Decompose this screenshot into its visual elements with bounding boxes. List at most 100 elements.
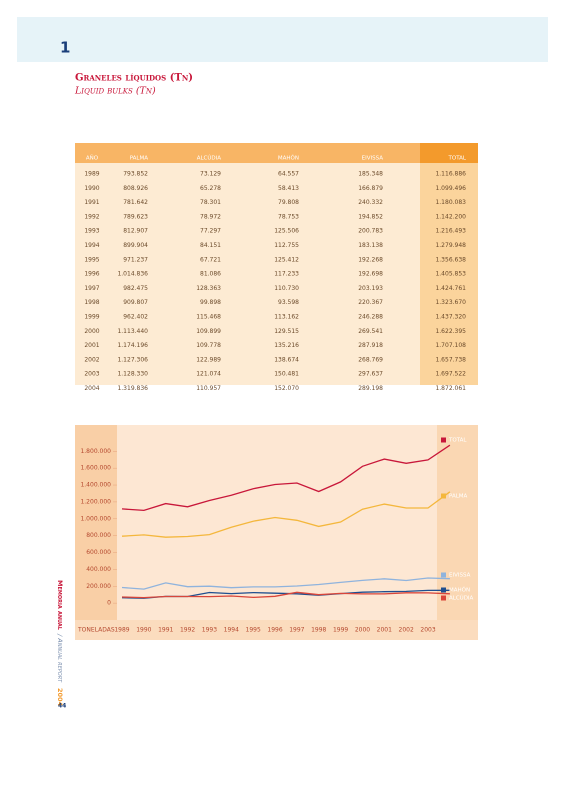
table-cell: 1.279.948 — [435, 242, 466, 249]
sidebar-memoria: Memoria anual — [56, 580, 64, 631]
table-header-bg — [75, 143, 478, 163]
table-cell: 183.138 — [358, 242, 383, 249]
x-tick-label: 2000 — [355, 627, 370, 634]
legend-label: MAHÓN — [449, 587, 470, 594]
table-cell: 269.541 — [358, 328, 383, 335]
table-cell: 1.142.200 — [435, 213, 466, 220]
table-cell: 287.918 — [358, 342, 383, 349]
table-cell: 166.879 — [358, 185, 383, 192]
table-cell: 1.174.196 — [117, 342, 148, 349]
table-cell: 112.755 — [274, 242, 299, 249]
x-tick-label: 1993 — [202, 627, 217, 634]
table-cell: 1.319.836 — [117, 385, 148, 392]
table-cell: 297.637 — [358, 371, 383, 378]
table-cell: 64.557 — [278, 171, 299, 178]
table-cell: 1.099.496 — [435, 185, 466, 192]
series-line — [121, 591, 450, 599]
table-cell: 1.405.853 — [435, 271, 466, 278]
table-cell: 128.363 — [196, 285, 221, 292]
table-cell: 125.412 — [274, 256, 299, 263]
x-tick-label: 1994 — [224, 627, 239, 634]
table-cell: 1.128.330 — [117, 371, 148, 378]
x-tick-label: 1990 — [136, 627, 151, 634]
table-cell: 58.413 — [278, 185, 299, 192]
x-tick-label: 2003 — [420, 627, 435, 634]
table-cell: 109.899 — [196, 328, 221, 335]
sidebar-year: 2004 — [56, 688, 64, 707]
table-header-cell: AÑO — [86, 155, 99, 162]
x-tick-label: 1999 — [333, 627, 348, 634]
legend-label: EIVISSA — [449, 573, 471, 579]
table-cell: 121.074 — [196, 371, 221, 378]
table-cell: 1990 — [84, 185, 99, 192]
subtitle: Liquid bulks (Tn) — [74, 86, 156, 97]
table-cell: 1.707.108 — [435, 342, 466, 349]
table-cell: 812.907 — [123, 228, 148, 235]
table-cell: 192.268 — [358, 256, 383, 263]
legend-label: TOTAL — [448, 438, 467, 444]
table-cell: 81.086 — [200, 271, 221, 278]
table-cell: 1989 — [84, 171, 99, 178]
table-cell: 268.769 — [358, 356, 383, 363]
table-header-cell: ALCÚDIA — [197, 155, 222, 162]
x-tick-label: 2002 — [399, 627, 414, 634]
table-header-cell: EIVISSA — [362, 156, 384, 162]
y-tick-label: 1.600.000 — [80, 465, 111, 472]
sidebar: Memoria anual / Annual report 2004 — [56, 580, 64, 707]
x-tick-label: 1992 — [180, 627, 195, 634]
table-cell: 65.278 — [200, 185, 221, 192]
x-tick-label: 1998 — [311, 627, 326, 634]
table-cell: 793.852 — [123, 171, 148, 178]
table-cell: 122.989 — [196, 356, 221, 363]
y-tick-label: 1.400.000 — [80, 482, 111, 489]
table-cell: 110.957 — [196, 385, 221, 392]
series-line — [121, 491, 451, 538]
x-tick-label: 1997 — [289, 627, 304, 634]
table-cell: 73.129 — [200, 171, 221, 178]
table-cell: 77.297 — [200, 228, 221, 235]
table-cell: 289.198 — [358, 385, 383, 392]
table-cell: 1.014.836 — [117, 271, 148, 278]
table-header-cell: TOTAL — [448, 156, 467, 162]
table-cell: 246.288 — [358, 314, 383, 321]
table: AÑO PALMA ALCÚDIA MAHÓN EIVISSA TOTAL 1989 793.… — [84, 155, 467, 393]
y-axis-strip — [75, 425, 117, 620]
table-cell: 2003 — [84, 371, 99, 378]
table-header-cell: MAHÓN — [278, 155, 299, 162]
total-column-bg — [420, 143, 478, 385]
table-cell: 99.898 — [200, 299, 221, 306]
table-cell: 113.162 — [274, 314, 299, 321]
table-cell: 1994 — [84, 242, 99, 249]
legend-label: PALMA — [449, 494, 468, 500]
table-cell: 1.424.761 — [435, 285, 466, 292]
table-cell: 78.972 — [200, 213, 221, 220]
x-tick-label: 1991 — [158, 627, 173, 634]
table-cell: 1.116.886 — [435, 171, 466, 178]
table-cell: 240.332 — [358, 199, 383, 206]
table-cell: 1996 — [84, 271, 99, 278]
table-cell: 200.783 — [358, 228, 383, 235]
table-cell: 125.506 — [274, 228, 299, 235]
table-cell: 1.127.306 — [117, 356, 148, 363]
table-cell: 1991 — [84, 199, 99, 206]
table-cell: 2002 — [84, 356, 99, 363]
table-cell: 79.808 — [278, 199, 299, 206]
y-tick-label: 1.000.000 — [80, 515, 111, 522]
table-cell: 1.657.738 — [435, 356, 466, 363]
table-cell: 1.622.395 — [435, 328, 466, 335]
table-header-cell: PALMA — [130, 156, 149, 162]
table-cell: 110.730 — [274, 285, 299, 292]
title: Graneles líquidos (Tn) — [75, 73, 193, 84]
table-cell: 150.481 — [274, 371, 299, 378]
table-cell: 1997 — [84, 285, 99, 292]
legend-swatch — [441, 437, 446, 443]
legend-swatch — [441, 493, 446, 499]
table-cell: 203.193 — [358, 285, 383, 292]
x-tick-label: 1995 — [246, 627, 261, 634]
table-cell: 115.468 — [196, 314, 221, 321]
table-cell: 194.852 — [358, 213, 383, 220]
table-cell: 185.348 — [358, 171, 383, 178]
series-line — [121, 577, 450, 590]
